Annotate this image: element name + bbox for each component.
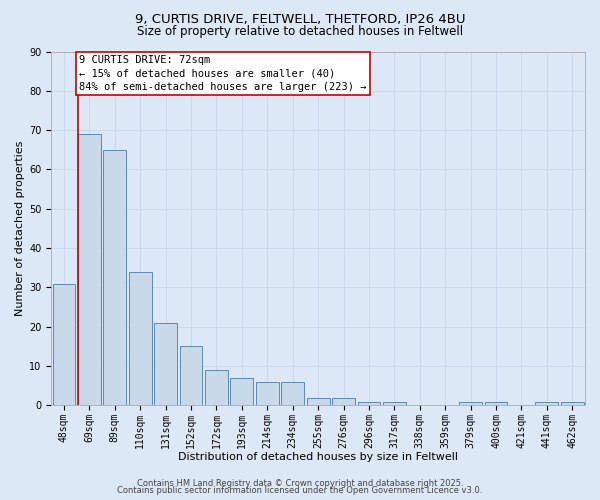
- Bar: [332, 398, 355, 406]
- Bar: [485, 402, 508, 406]
- Bar: [53, 284, 76, 406]
- Bar: [459, 402, 482, 406]
- Bar: [535, 402, 559, 406]
- X-axis label: Distribution of detached houses by size in Feltwell: Distribution of detached houses by size …: [178, 452, 458, 462]
- Bar: [281, 382, 304, 406]
- Text: 9, CURTIS DRIVE, FELTWELL, THETFORD, IP26 4BU: 9, CURTIS DRIVE, FELTWELL, THETFORD, IP2…: [135, 12, 465, 26]
- Text: Size of property relative to detached houses in Feltwell: Size of property relative to detached ho…: [137, 25, 463, 38]
- Bar: [78, 134, 101, 406]
- Y-axis label: Number of detached properties: Number of detached properties: [15, 141, 25, 316]
- Bar: [256, 382, 279, 406]
- Bar: [307, 398, 329, 406]
- Bar: [129, 272, 152, 406]
- Bar: [383, 402, 406, 406]
- Bar: [230, 378, 253, 406]
- Bar: [179, 346, 202, 406]
- Text: Contains public sector information licensed under the Open Government Licence v3: Contains public sector information licen…: [118, 486, 482, 495]
- Bar: [103, 150, 126, 406]
- Bar: [358, 402, 380, 406]
- Text: Contains HM Land Registry data © Crown copyright and database right 2025.: Contains HM Land Registry data © Crown c…: [137, 478, 463, 488]
- Bar: [205, 370, 228, 406]
- Bar: [154, 323, 177, 406]
- Text: 9 CURTIS DRIVE: 72sqm
← 15% of detached houses are smaller (40)
84% of semi-deta: 9 CURTIS DRIVE: 72sqm ← 15% of detached …: [79, 56, 367, 92]
- Bar: [561, 402, 584, 406]
